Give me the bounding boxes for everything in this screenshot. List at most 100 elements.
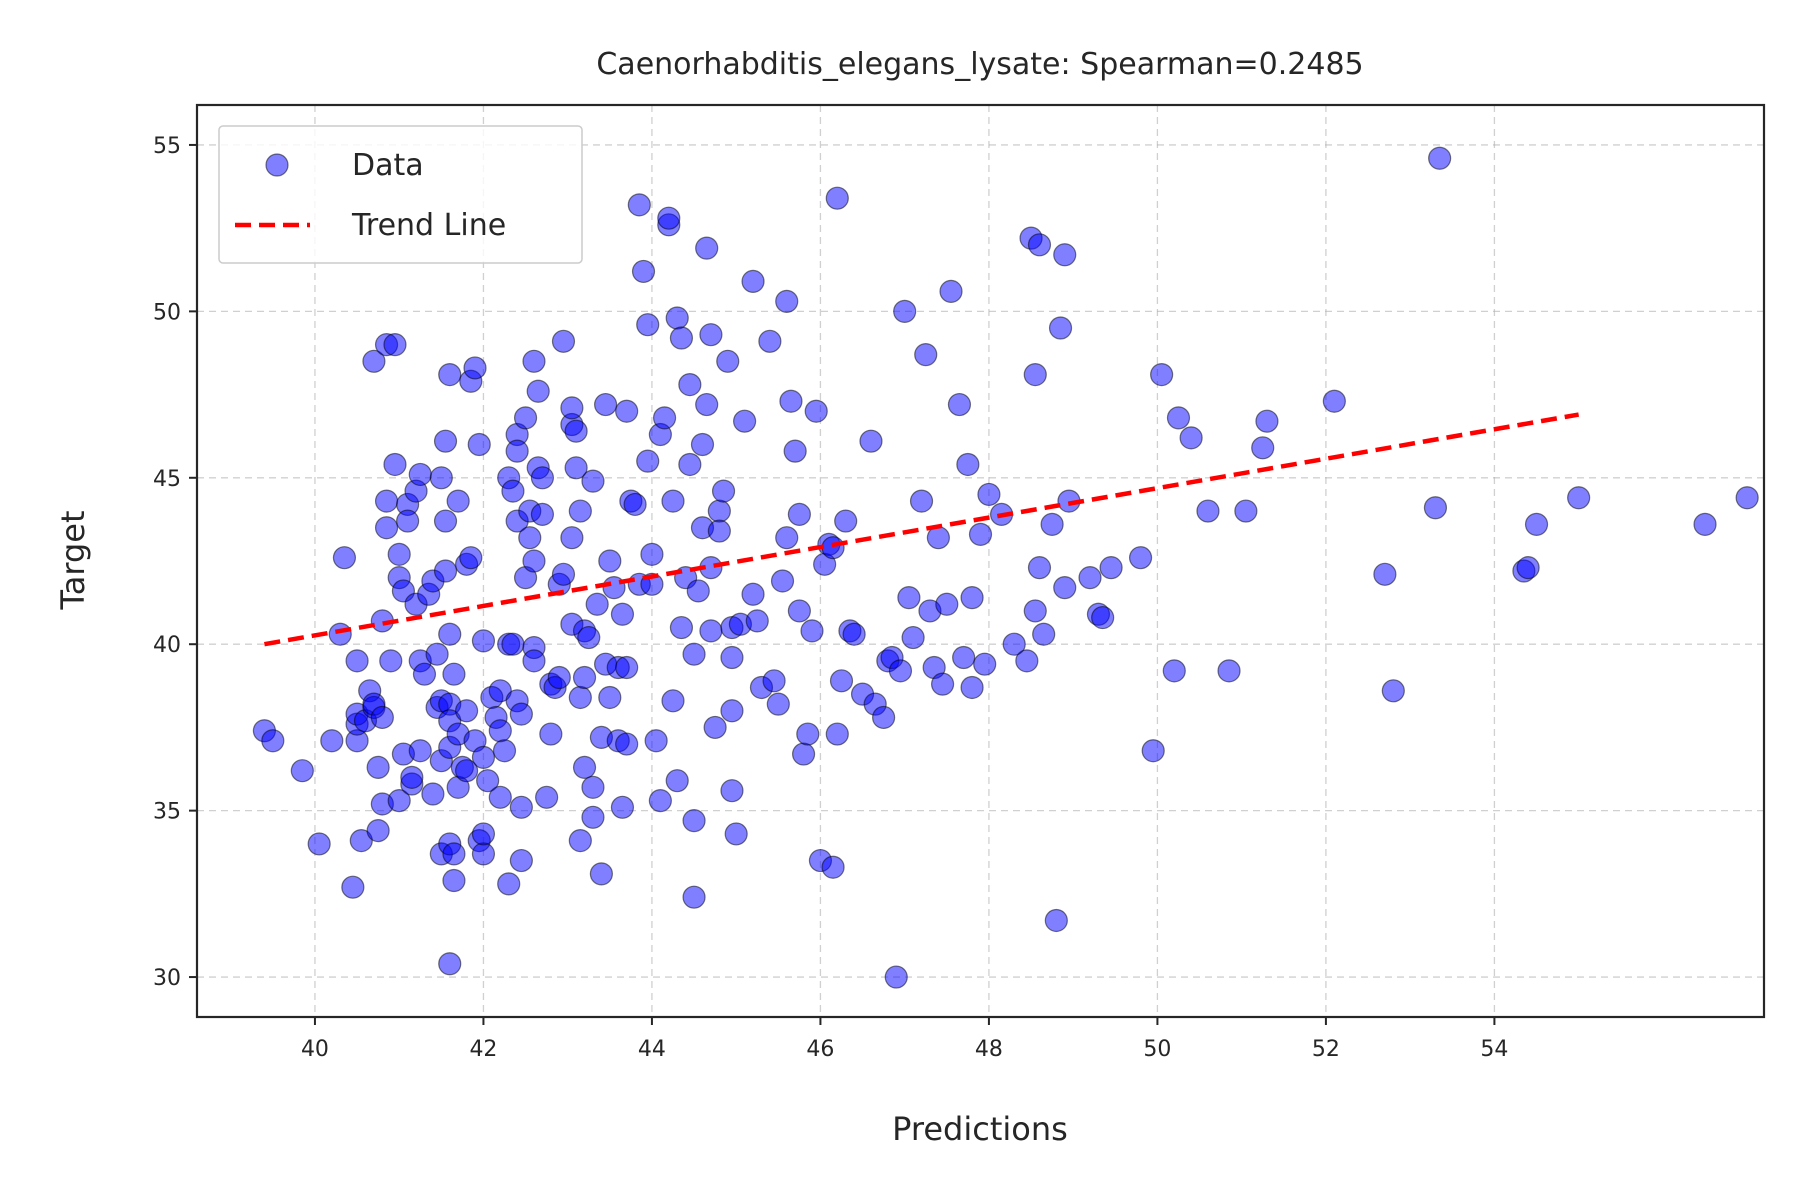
data-point (1735, 486, 1759, 510)
data-point (914, 343, 938, 367)
data-point (796, 722, 820, 746)
data-point (518, 526, 542, 550)
data-point (657, 206, 681, 230)
data-point (783, 439, 807, 463)
data-point (429, 466, 453, 490)
data-point (1179, 426, 1203, 450)
data-point (909, 489, 934, 513)
data-point (1015, 649, 1039, 673)
data-point (686, 579, 710, 603)
data-point (829, 669, 854, 693)
data-point (640, 542, 664, 566)
data-point (636, 449, 660, 473)
legend-data-marker (265, 153, 289, 177)
data-point (1217, 659, 1241, 683)
data-point (1234, 499, 1258, 523)
data-point (977, 482, 1001, 507)
data-point (766, 692, 790, 716)
data-point (1255, 409, 1279, 433)
data-point (960, 586, 984, 610)
data-point (396, 509, 420, 533)
data-points (252, 146, 1759, 989)
data-point (610, 602, 635, 626)
data-point (589, 862, 613, 886)
data-point (366, 819, 390, 843)
data-point (568, 685, 592, 710)
data-point (509, 795, 533, 819)
data-point (1567, 486, 1591, 510)
data-point (1322, 389, 1346, 413)
data-point (1141, 739, 1165, 763)
chart-title: Caenorhabditis_elegans_lysate: Spearman=… (596, 47, 1363, 82)
data-point (320, 729, 344, 753)
data-point (598, 685, 622, 710)
data-point (501, 632, 525, 656)
data-point (888, 659, 913, 683)
data-point (834, 509, 858, 533)
data-point (408, 739, 432, 763)
data-point (362, 349, 386, 373)
data-point (800, 619, 824, 643)
data-point (471, 842, 496, 866)
data-point (610, 795, 635, 819)
data-point (648, 789, 672, 813)
data-point (383, 333, 407, 357)
data-point (644, 729, 668, 753)
data-point (1027, 556, 1052, 580)
data-point (821, 855, 845, 879)
data-point (383, 452, 407, 477)
data-point (695, 392, 719, 417)
data-point (682, 809, 706, 833)
trend-line (264, 412, 1580, 647)
data-point (821, 536, 845, 560)
data-point (593, 392, 618, 417)
data-point (513, 406, 538, 430)
data-point (1091, 605, 1115, 630)
data-point (433, 509, 458, 533)
data-point (960, 675, 984, 700)
data-point (1053, 576, 1077, 600)
data-point (901, 625, 925, 650)
data-point (438, 363, 462, 387)
data-point (1166, 406, 1191, 430)
data-point (699, 323, 723, 347)
data-point (775, 289, 799, 313)
x-tick-label: 52 (1312, 1037, 1340, 1062)
data-point (568, 499, 592, 523)
y-tick-label: 30 (153, 966, 181, 991)
data-point (438, 952, 462, 976)
data-point (471, 629, 496, 653)
data-point (530, 466, 555, 490)
data-point (787, 599, 811, 623)
data-point (1002, 632, 1026, 656)
data-point (387, 789, 411, 813)
data-point (741, 269, 765, 294)
data-point (568, 828, 592, 853)
data-point (669, 326, 694, 350)
data-point (463, 356, 487, 380)
data-point (690, 432, 715, 457)
data-point (433, 559, 458, 583)
data-point (526, 379, 550, 403)
y-axis-label: Target (54, 511, 92, 611)
trend-line-group (264, 412, 1580, 647)
data-point (438, 622, 462, 646)
x-tick-label: 54 (1480, 1037, 1508, 1062)
data-point (1196, 499, 1220, 523)
data-point (387, 542, 411, 566)
data-point (374, 516, 399, 540)
data-point (682, 642, 706, 666)
data-point (374, 489, 399, 513)
data-point (707, 519, 731, 543)
data-point (328, 622, 352, 646)
data-point (497, 872, 521, 896)
data-point (703, 715, 727, 740)
data-point (627, 193, 651, 217)
y-tick-label: 50 (153, 300, 181, 325)
data-point (661, 689, 685, 713)
plot-frame (195, 103, 1766, 1019)
data-point (539, 722, 563, 746)
data-point (560, 396, 584, 420)
data-point (695, 236, 719, 260)
